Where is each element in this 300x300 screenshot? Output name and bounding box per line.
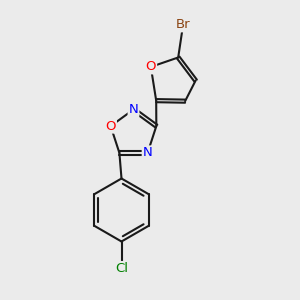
Text: Br: Br	[176, 18, 190, 31]
Text: N: N	[143, 146, 152, 159]
Text: N: N	[129, 103, 138, 116]
Text: O: O	[146, 60, 156, 74]
Text: Cl: Cl	[115, 262, 128, 275]
Text: O: O	[105, 120, 116, 133]
